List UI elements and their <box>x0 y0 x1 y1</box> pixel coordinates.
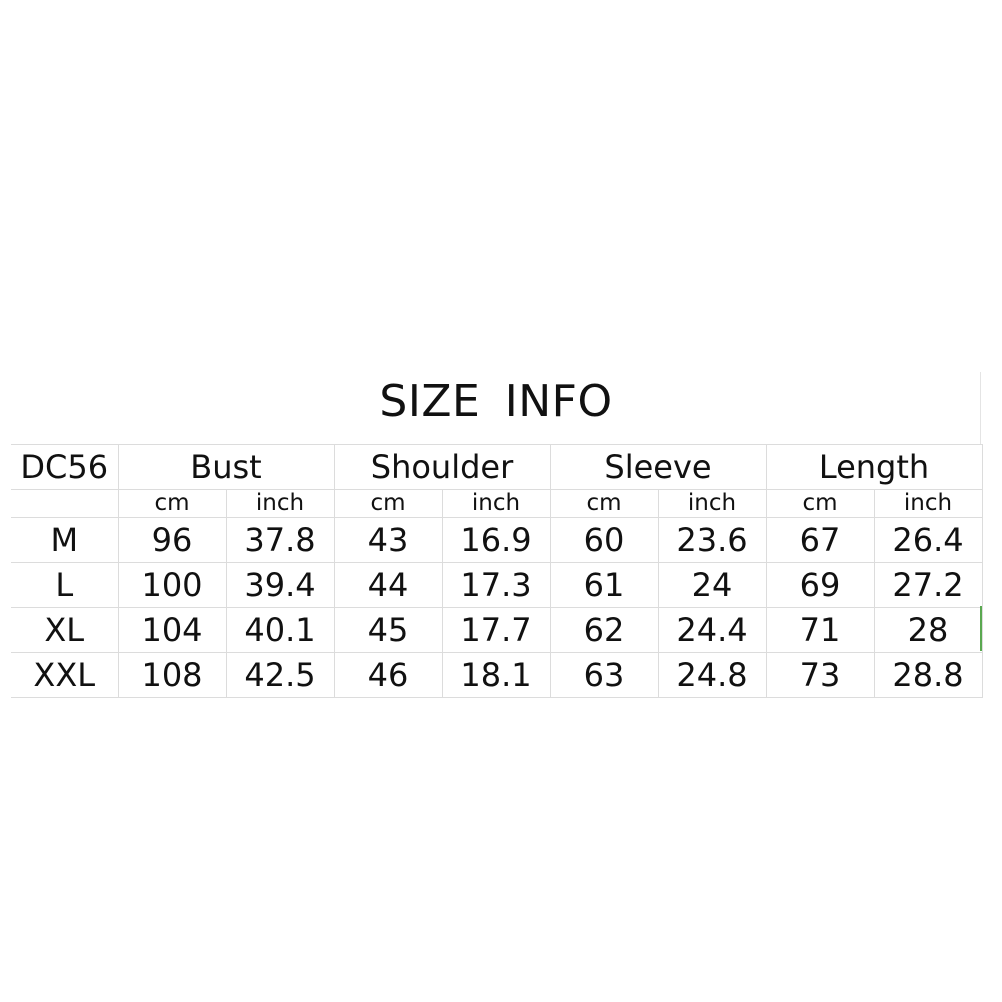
grid-line <box>980 372 981 444</box>
value-cell: 26.4 <box>873 517 983 563</box>
unit-header-inch: inch <box>657 489 767 518</box>
cell-selection-marker <box>980 606 982 651</box>
value-cell: 23.6 <box>657 517 767 563</box>
empty-cell <box>11 489 119 518</box>
group-header-shoulder: Shoulder <box>333 444 551 490</box>
value-cell: 46 <box>333 652 443 698</box>
table-row: L 100 39.4 44 17.3 61 24 69 27.2 <box>11 562 983 608</box>
value-cell: 40.1 <box>225 607 335 653</box>
value-cell: 104 <box>117 607 227 653</box>
value-cell: 43 <box>333 517 443 563</box>
size-cell: L <box>11 562 119 608</box>
unit-header-inch: inch <box>441 489 551 518</box>
value-cell: 24 <box>657 562 767 608</box>
value-cell: 96 <box>117 517 227 563</box>
value-cell: 71 <box>765 607 875 653</box>
value-cell: 60 <box>549 517 659 563</box>
group-header-length: Length <box>765 444 983 490</box>
unit-header-inch: inch <box>873 489 983 518</box>
table-row: M 96 37.8 43 16.9 60 23.6 67 26.4 <box>11 517 983 563</box>
group-header-bust: Bust <box>117 444 335 490</box>
unit-header-inch: inch <box>225 489 335 518</box>
value-cell: 28.8 <box>873 652 983 698</box>
unit-header-cm: cm <box>765 489 875 518</box>
value-cell: 69 <box>765 562 875 608</box>
value-cell: 17.3 <box>441 562 551 608</box>
value-cell: 61 <box>549 562 659 608</box>
group-header-sleeve: Sleeve <box>549 444 767 490</box>
value-cell: 42.5 <box>225 652 335 698</box>
value-cell: 18.1 <box>441 652 551 698</box>
size-cell: XXL <box>11 652 119 698</box>
size-table: DC56 Bust Shoulder Sleeve Length cm inch c… <box>11 444 983 698</box>
size-cell: M <box>11 517 119 563</box>
value-cell: 63 <box>549 652 659 698</box>
unit-header-cm: cm <box>117 489 227 518</box>
value-cell: 44 <box>333 562 443 608</box>
size-cell: XL <box>11 607 119 653</box>
table-row: XXL 108 42.5 46 18.1 63 24.8 73 28.8 <box>11 652 983 698</box>
value-cell: 24.4 <box>657 607 767 653</box>
value-cell: 27.2 <box>873 562 983 608</box>
value-cell: 62 <box>549 607 659 653</box>
table-row: XL 104 40.1 45 17.7 62 24.4 71 28 <box>11 607 983 653</box>
value-cell: 45 <box>333 607 443 653</box>
value-cell: 24.8 <box>657 652 767 698</box>
value-cell: 17.7 <box>441 607 551 653</box>
value-cell: 39.4 <box>225 562 335 608</box>
value-cell: 73 <box>765 652 875 698</box>
value-cell: 100 <box>117 562 227 608</box>
value-cell: 16.9 <box>441 517 551 563</box>
header-row: DC56 Bust Shoulder Sleeve Length <box>11 444 983 490</box>
unit-row: cm inch cm inch cm inch cm inch <box>11 489 983 518</box>
unit-header-cm: cm <box>549 489 659 518</box>
page-title: SIZE INFO <box>379 376 613 427</box>
value-cell: 28 <box>873 607 983 653</box>
value-cell: 37.8 <box>225 517 335 563</box>
value-cell: 108 <box>117 652 227 698</box>
value-cell: 67 <box>765 517 875 563</box>
model-cell: DC56 <box>11 444 119 490</box>
unit-header-cm: cm <box>333 489 443 518</box>
